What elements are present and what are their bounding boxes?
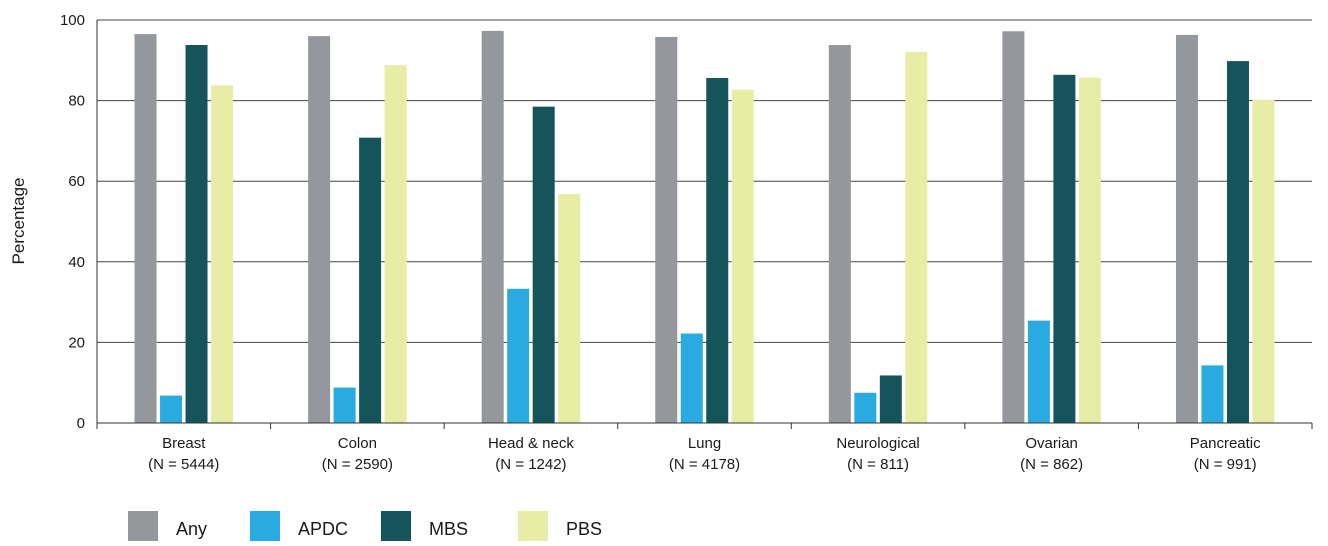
legend-swatch-pbs [518,511,548,541]
bar-any-lung [655,36,678,424]
legend-swatch-apdc [250,511,280,541]
bar-any-head-neck [481,30,504,423]
legend-swatch-any [128,511,158,541]
bar-mbs-breast [185,44,208,424]
bar-any-colon [308,36,331,424]
x-category-n-label: (N = 991) [1194,456,1257,473]
bar-any-pancreatic [1175,34,1198,423]
bar-mbs-pancreatic [1226,61,1249,424]
x-category-label: Lung [688,435,721,452]
legend-label-apdc: APDC [298,519,348,539]
x-category-label: Breast [162,435,206,452]
legend-label-pbs: PBS [566,519,602,539]
bars [134,30,1275,424]
x-category-label: Head & neck [488,435,574,452]
bar-mbs-lung [706,78,729,424]
x-category-n-label: (N = 2590) [322,456,393,473]
bar-pbs-head-neck [558,194,581,423]
x-category-label: Pancreatic [1190,435,1261,452]
y-tick-label: 0 [77,415,85,432]
bar-mbs-colon [359,137,382,423]
axes: 0 20 40 60 80 100 Breast (N = 5444) Colon (N = 25… [60,12,1313,473]
bar-any-ovarian [1002,31,1025,424]
bar-pbs-colon [384,65,407,424]
bar-pbs-breast [211,85,234,423]
bar-pbs-neurological [905,51,928,423]
bar-any-neurological [828,44,851,424]
x-category-label: Ovarian [1025,435,1078,452]
legend: Any APDC MBS PBS [128,511,602,541]
y-tick-label: 60 [68,173,85,190]
grid-lines [97,19,1312,343]
bar-mbs-head-neck [532,106,555,424]
x-category-n-label: (N = 5444) [148,456,219,473]
legend-label-mbs: MBS [429,519,468,539]
bar-pbs-ovarian [1078,77,1101,423]
x-category-n-label: (N = 862) [1020,456,1083,473]
bar-mbs-ovarian [1053,74,1076,424]
bar-apdc-neurological [854,392,877,423]
bar-pbs-pancreatic [1252,99,1275,423]
y-axis-label: Percentage [9,178,28,265]
bar-apdc-pancreatic [1201,365,1224,423]
y-tick-label: 80 [68,93,85,110]
bar-apdc-breast [160,395,183,423]
legend-label-any: Any [176,519,207,539]
x-category-n-label: (N = 1242) [495,456,566,473]
y-tick-label: 40 [68,254,85,271]
x-category-label: Neurological [836,435,919,452]
bar-pbs-lung [731,89,754,424]
bar-mbs-neurological [879,375,902,423]
bar-apdc-head-neck [507,288,530,423]
x-category-label: Colon [338,435,377,452]
bar-any-breast [134,34,157,423]
bar-apdc-ovarian [1027,320,1050,423]
bar-apdc-colon [333,387,356,423]
legend-swatch-mbs [381,511,411,541]
bar-apdc-lung [680,333,703,423]
y-tick-label: 100 [60,12,85,29]
y-tick-label: 20 [68,334,85,351]
x-category-n-label: (N = 811) [847,456,909,473]
x-category-n-label: (N = 4178) [669,456,740,473]
